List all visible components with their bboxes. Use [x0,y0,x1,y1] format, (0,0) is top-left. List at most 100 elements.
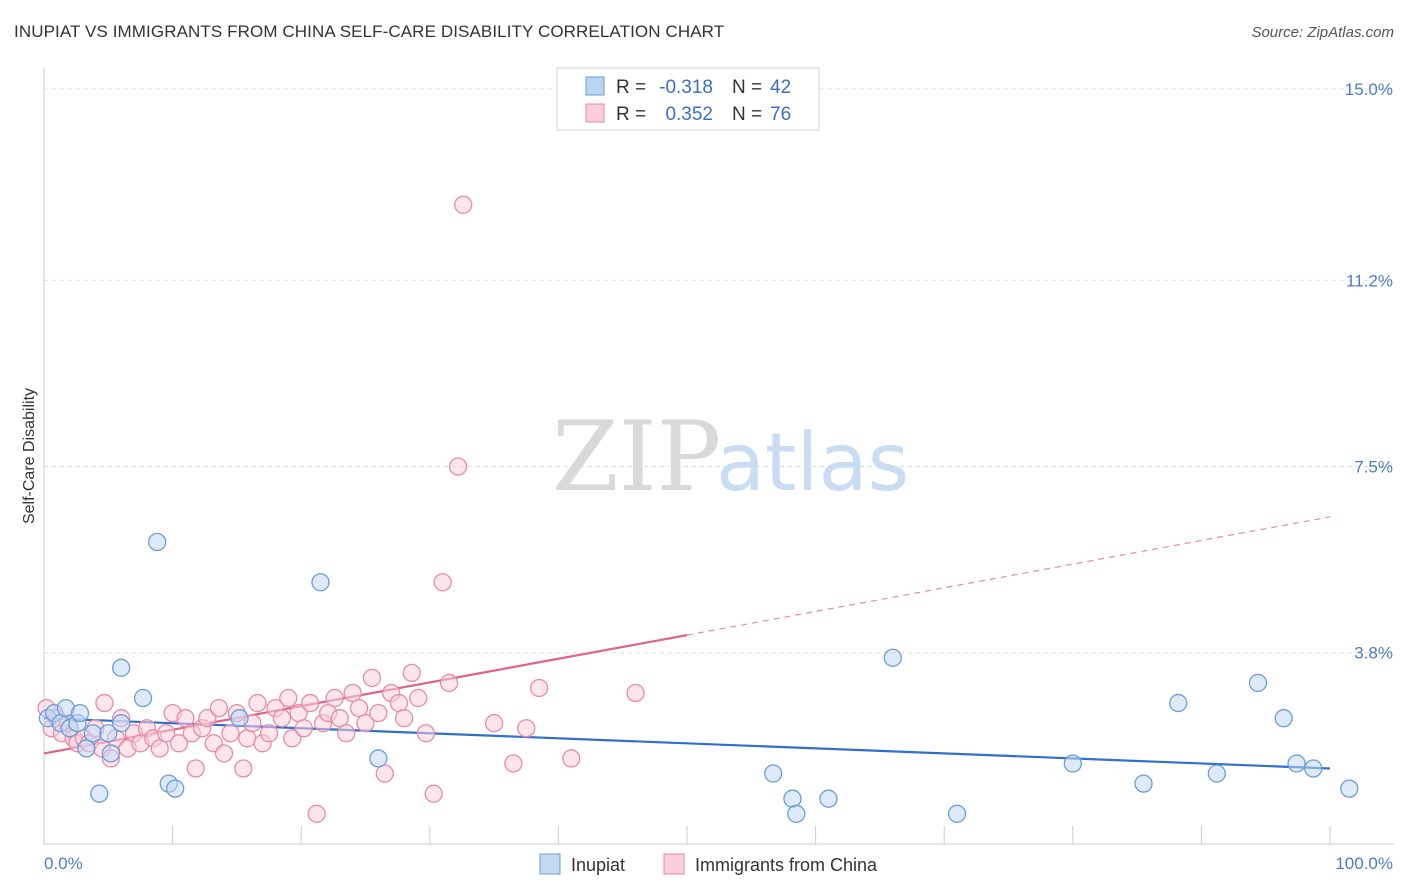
bottom-legend-swatch [663,853,685,875]
legend-n-label: N = [732,77,762,98]
data-point [157,724,176,743]
data-point [764,764,783,783]
y-tick-label: 7.5% [1354,458,1393,477]
data-point [307,804,326,823]
data-point [1063,754,1082,773]
data-point [90,784,109,803]
x-tick-label: 100.0% [1335,854,1393,873]
data-point [448,457,468,476]
data-point [1304,759,1323,778]
data-point [169,734,189,753]
data-point [529,678,549,698]
bottom-legend-swatch [539,853,561,875]
x-tick-labels: 0.0% 100.0% [44,854,1393,873]
source-label: Source: ZipAtlas.com [1251,24,1394,41]
data-point [369,703,388,723]
data-point [148,532,167,552]
data-point [234,759,253,778]
y-tick-label: 15.0% [1345,80,1393,99]
data-point [337,724,356,743]
legend-n-value: 42 [770,77,791,98]
data-point [95,693,114,713]
data-point [272,709,292,728]
y-tick-label: 11.2% [1346,271,1393,290]
bottom-legend: Inupiat Immigrants from China [539,853,878,875]
legend-swatch [585,103,605,123]
watermark-zip: ZIP [552,401,721,513]
legend-n-label: N = [732,104,762,125]
legend-r-label: R = [616,104,646,125]
data-point [230,709,249,728]
data-point [343,683,362,703]
data-point [259,724,279,743]
data-point [1340,779,1359,798]
data-point [626,683,645,703]
y-tick-labels: 3.8% 7.5% 11.2% 15.0% [1345,80,1393,663]
data-point [294,719,313,738]
y-tick-label: 3.8% [1354,644,1393,663]
data-point [133,688,153,708]
data-point [283,729,302,748]
data-point [1134,774,1153,793]
bottom-legend-label: Inupiat [571,855,625,875]
data-point [787,804,806,823]
data-point [424,784,443,803]
data-point [330,709,349,728]
legend-box: R = -0.318 N = 42 R = 0.352 N = 76 [556,67,820,131]
data-point [1248,673,1268,693]
data-point [209,698,229,718]
legend-r-value: -0.318 [659,77,713,98]
legend-n-value: 76 [770,104,791,125]
data-point [439,673,459,693]
data-point [562,749,581,768]
legend-swatch [585,76,605,96]
data-point [356,714,375,733]
watermark-atlas: atlas [716,416,909,509]
data-point [325,688,344,708]
legend-r-value: 0.352 [665,104,713,125]
data-point [99,724,118,743]
data-point [101,744,121,763]
data-point [402,663,421,683]
data-point [70,703,90,723]
data-point [389,693,409,713]
data-point [112,714,131,733]
data-point [150,739,169,758]
data-point [1207,764,1226,783]
data-point [433,573,452,592]
data-point [819,789,838,808]
data-point [362,668,382,688]
grid-lines [44,88,1394,654]
data-point [409,688,428,708]
data-point [214,744,234,763]
data-point [783,789,802,808]
data-point [517,719,536,738]
data-point [454,195,473,214]
watermark: ZIP atlas [552,401,909,513]
legend-r-label: R = [616,77,646,98]
data-point [484,714,504,733]
data-point [1169,693,1188,713]
data-point [112,658,131,677]
data-point [83,724,103,743]
data-point [221,724,240,743]
data-point [369,749,388,768]
data-point [301,693,320,713]
data-point [375,764,394,783]
data-point [947,804,967,823]
trend-line-dashed [686,516,1331,636]
data-points [37,195,1359,823]
y-axis-label: Self-Care Disability [21,388,38,524]
data-point [311,573,330,592]
data-point [176,709,195,728]
data-point [349,698,369,718]
data-point [198,709,217,728]
data-point [416,724,436,743]
data-point [186,759,205,778]
data-point [394,709,414,728]
chart-title: INUPIAT VS IMMIGRANTS FROM CHINA SELF-CA… [14,22,725,41]
data-point [1287,754,1306,773]
data-point [1274,709,1293,728]
bottom-legend-label: Immigrants from China [695,855,878,875]
